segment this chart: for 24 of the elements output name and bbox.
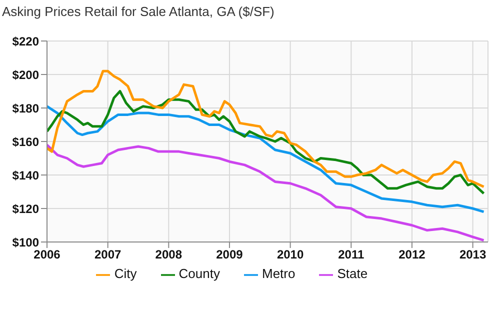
- legend-label: City: [114, 266, 137, 281]
- x-tick-label: 2012: [398, 248, 426, 262]
- x-tick-label: 2006: [34, 248, 61, 262]
- y-tick-label: $180: [12, 101, 40, 116]
- line-series: [47, 105, 485, 214]
- line-series: [47, 70, 485, 188]
- x-tick-label: 2013: [459, 248, 486, 262]
- legend-label: Metro: [262, 266, 296, 281]
- x-tick-label: 2009: [216, 248, 244, 262]
- legend-label: County: [178, 266, 220, 281]
- x-tick-label: 2010: [276, 248, 304, 262]
- y-tick-label: $160: [12, 134, 40, 149]
- x-tick-label: 2011: [338, 248, 364, 262]
- legend-label: State: [337, 266, 368, 281]
- line-series: [47, 90, 485, 195]
- y-tick-label: $200: [12, 68, 40, 82]
- chart-title: Asking Prices Retail for Sale Atlanta, GA ($/SF): [2, 4, 274, 19]
- y-tick-label: $120: [12, 202, 40, 216]
- y-tick-label: $100: [12, 235, 40, 250]
- x-tick-label: 2007: [94, 248, 122, 262]
- x-tick-label: 2008: [155, 248, 182, 262]
- line-series: [47, 144, 485, 242]
- y-tick-label: $220: [12, 34, 40, 48]
- y-tick-label: $140: [12, 168, 40, 182]
